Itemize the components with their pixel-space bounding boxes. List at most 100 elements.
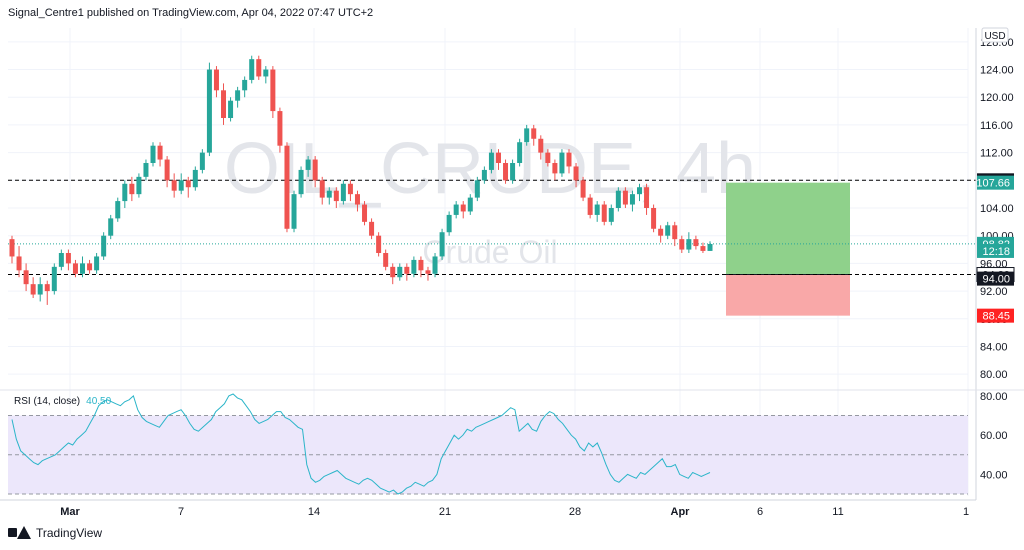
price-badge	[977, 308, 1014, 323]
candle-body	[44, 284, 50, 292]
candle-body	[594, 204, 600, 215]
candle-body	[136, 176, 142, 195]
rsi-title: RSI (14, close)	[14, 396, 81, 407]
price-tick-label: 116.00	[980, 120, 1013, 132]
watermark-description: Crude Oil	[422, 234, 557, 270]
candle-body	[404, 266, 410, 274]
price-tick-label: 92.00	[980, 286, 1008, 298]
candle-body	[665, 225, 671, 236]
price-tick-label: 112.00	[980, 148, 1013, 160]
candle-body	[256, 59, 262, 77]
time-tick-label: 14	[308, 506, 320, 518]
profit-zone	[726, 182, 850, 275]
rsi-tick-label: 40.00	[980, 469, 1008, 481]
candle-body	[531, 128, 537, 139]
candle-body	[284, 145, 290, 229]
candle-body	[425, 270, 431, 274]
candle-body	[242, 79, 248, 91]
time-tick-label: 1	[963, 506, 969, 518]
candle-body	[291, 194, 297, 229]
currency-box	[981, 27, 1009, 43]
rsi-line	[11, 393, 711, 495]
candle-body	[488, 152, 494, 170]
candle-body	[545, 152, 551, 163]
candle-body	[453, 204, 459, 215]
candle-body	[559, 152, 565, 174]
price-tick-label: 84.00	[980, 341, 1008, 353]
price-badge	[977, 243, 1014, 258]
candle-body	[157, 145, 163, 160]
candle-body	[326, 190, 332, 198]
time-tick-label: Mar	[60, 506, 80, 518]
candle-body	[333, 190, 339, 202]
rsi-current-value: 40.50	[86, 396, 112, 407]
candle-body	[58, 253, 64, 267]
candle-body	[481, 169, 487, 181]
candle-body	[228, 100, 234, 118]
candle-body	[397, 266, 403, 278]
candle-body	[87, 263, 93, 271]
candle-body	[510, 163, 516, 181]
candle-body	[185, 180, 191, 188]
candle-body	[587, 197, 593, 215]
candle-body	[129, 183, 135, 195]
candle-body	[94, 256, 100, 271]
candle-body	[390, 266, 396, 278]
candle-body	[439, 232, 445, 257]
candle-body	[235, 90, 241, 101]
price-badge-label: 107.66	[976, 178, 1010, 190]
candle-body	[115, 201, 121, 219]
candle-body	[319, 180, 325, 198]
candle-body	[651, 208, 657, 229]
candle-body	[622, 190, 628, 205]
candle-body	[383, 253, 389, 267]
price-tick-label: 124.00	[980, 65, 1014, 77]
price-badge-label: 94.00	[982, 274, 1010, 286]
candle-body	[199, 152, 205, 170]
candle-body	[298, 169, 304, 195]
candle-body	[51, 266, 57, 292]
candle-body	[213, 69, 219, 91]
footer-brand[interactable]: TradingView	[8, 526, 102, 540]
candle-body	[178, 180, 184, 191]
candle-body	[580, 180, 586, 198]
candle-body	[23, 270, 29, 285]
candle-body	[552, 163, 558, 174]
candle-body	[446, 214, 452, 233]
candle-body	[474, 180, 480, 198]
price-badge	[977, 175, 1014, 190]
candle-body	[495, 152, 501, 163]
candle-body	[432, 256, 438, 274]
candle-body	[686, 239, 692, 250]
candle-body	[206, 69, 212, 153]
price-tick-label: 104.00	[980, 203, 1014, 215]
time-tick-label: 11	[832, 506, 843, 518]
candle-body	[644, 187, 650, 208]
candle-body	[143, 163, 149, 177]
candle-body	[573, 166, 579, 181]
tradingview-logo-icon	[8, 526, 31, 540]
candle-body	[164, 159, 170, 181]
candle-body	[467, 197, 473, 212]
candle-body	[37, 284, 43, 295]
candle-body	[693, 239, 699, 247]
candle-body	[192, 169, 198, 188]
candle-body	[277, 111, 283, 146]
candle-body	[150, 145, 156, 163]
candle-body	[362, 204, 368, 222]
price-badge-label: 88.45	[982, 311, 1010, 323]
time-tick-label: 21	[439, 506, 451, 518]
candle-body	[9, 239, 15, 257]
price-badge	[977, 271, 1014, 286]
candle-body	[658, 228, 664, 236]
candle-body	[354, 194, 360, 205]
candle-body	[312, 159, 318, 181]
loss-zone	[726, 274, 850, 316]
candle-body	[636, 187, 642, 195]
time-tick-label: 6	[757, 506, 763, 518]
time-tick-label: 7	[178, 506, 184, 518]
candle-body	[249, 59, 255, 80]
price-badge-label: 12:18	[982, 246, 1010, 258]
candle-body	[340, 183, 346, 202]
